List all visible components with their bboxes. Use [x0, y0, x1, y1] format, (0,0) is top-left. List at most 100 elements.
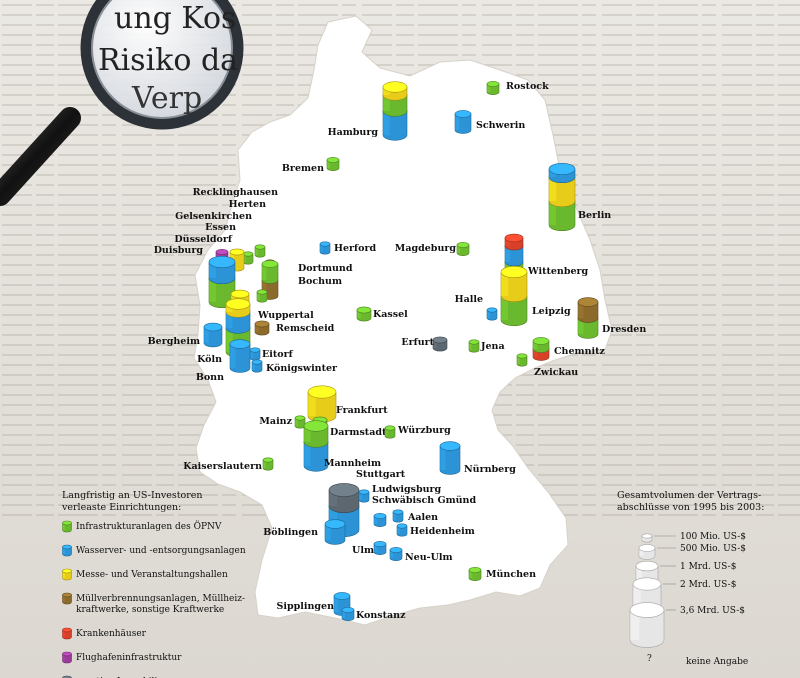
city-herford-segment-wasser: [319, 241, 331, 255]
city-label-herten: Herten: [229, 199, 266, 210]
city-böblingen-segment-wasser: [324, 519, 346, 545]
city-label-darmstadt: Darmstadt: [330, 427, 387, 438]
city-bremen-segment-oepnv: [326, 157, 340, 171]
city-remscheid: Remscheid: [254, 320, 335, 336]
city-label-frankfurt: Frankfurt: [336, 405, 388, 416]
city-mannheim: Mannheim: [303, 420, 381, 472]
legend-item-label: kraftwerke, sonstige Kraftwerke: [76, 605, 224, 615]
legend-swatch-icon: [62, 520, 72, 533]
city-label-zwickau: Zwickau: [534, 367, 578, 378]
city-recklinghausen-segment-oepnv: [254, 244, 266, 258]
volume-legend-item: 3,6 Mrd. US-$: [629, 602, 745, 648]
city-label-schwerin: Schwerin: [476, 120, 525, 131]
category-legend: Langfristig an US-Investoren verleaste E…: [61, 490, 246, 678]
city-aalen-segment-wasser: [392, 509, 404, 523]
city-magdeburg-segment-oepnv: [456, 242, 470, 256]
city-konstanz: Konstanz: [341, 607, 406, 621]
city-label-köln: Köln: [197, 354, 222, 365]
city-leipzig: Leipzig: [500, 265, 571, 327]
city-duisburg-segment-wasser: [208, 255, 236, 285]
city-zwickau-segment-oepnv: [516, 353, 528, 367]
city-konstanz-segment-wasser: [341, 607, 355, 621]
volume-legend-item: 100 Mio. US-$: [641, 532, 746, 543]
city-label-aalen: Aalen: [407, 512, 438, 523]
city-dresden-segment-muell: [577, 297, 599, 323]
city-hamburg-segment-messe: [382, 81, 408, 101]
city-markers: Rostock Hamburg Schwerin Bremen Berlin Reckli…: [148, 81, 647, 621]
city-bremen: Bremen: [282, 157, 340, 174]
city-label-chemnitz: Chemnitz: [554, 346, 605, 357]
city-köln-segment-messe: [225, 298, 251, 318]
volume-legend: Gesamtvolumen der Vertrags- abschlüsse v…: [617, 490, 764, 667]
city-dresden: Dresden: [577, 297, 646, 339]
city-bochum-segment-oepnv: [256, 289, 268, 303]
volume-legend-cylinder-icon: [629, 602, 665, 648]
city-würzburg: Würzburg: [384, 425, 451, 439]
city-bonn: Bonn: [196, 339, 251, 383]
city-label-dresden: Dresden: [602, 324, 646, 335]
city-kaiserslautern: Kaiserslautern: [183, 457, 274, 472]
city-label-erfurt: Erfurt: [401, 337, 434, 348]
city-bonn-segment-wasser: [229, 339, 251, 373]
legend-item-label: Wasserver- und -entsorgungsanlagen: [76, 546, 246, 556]
legend-item: Krankenhäuser: [62, 627, 147, 640]
legend-swatch-icon: [62, 568, 72, 581]
city-nürnberg: Nürnberg: [439, 441, 516, 475]
legend-swatch-icon: [62, 592, 72, 605]
magnifier-text-3: Verp: [131, 81, 202, 116]
city-hamburg: Hamburg: [328, 81, 408, 141]
city-heidenheim-segment-wasser: [396, 523, 408, 537]
city-münchen-segment-oepnv: [468, 567, 482, 581]
city-köln: Köln: [197, 298, 251, 365]
city-label-böblingen: Böblingen: [263, 527, 318, 538]
volume-legend-label: 2 Mrd. US-$: [680, 580, 736, 590]
magnifier-text-2: Risiko da: [98, 43, 238, 78]
city-label-ludwigsburg: Ludwigsburg: [372, 484, 442, 495]
city-label-wuppertal: Wuppertal: [257, 310, 314, 321]
volume-legend-title-line2: abschlüsse von 1995 bis 2003:: [617, 502, 764, 513]
city-nürnberg-segment-wasser: [439, 441, 461, 475]
city-label-hamburg: Hamburg: [328, 127, 379, 138]
city-label-konstanz: Konstanz: [356, 610, 406, 621]
city-label-mainz: Mainz: [259, 416, 292, 427]
city-ludwigsburg: Ludwigsburg: [358, 484, 442, 503]
city-erfurt-segment-sonstige: [432, 336, 448, 352]
city-remscheid-segment-muell: [254, 320, 270, 336]
city-label-stuttgart: Stuttgart: [356, 469, 406, 480]
city-label-eitorf: Eitorf: [262, 349, 294, 360]
city-label-königswinter: Königswinter: [266, 363, 338, 374]
city-label-bonn: Bonn: [196, 372, 224, 383]
city-label-heidenheim: Heidenheim: [410, 526, 475, 537]
city-schwäbisch-gmünd-segment-wasser: [373, 513, 387, 527]
city-stuttgart-segment-sonstige: [328, 483, 360, 513]
legend-item-label: Infrastrukturanlagen des ÖPNV: [76, 520, 222, 532]
city-berlin: Berlin: [548, 162, 611, 232]
city-label-leipzig: Leipzig: [532, 306, 571, 317]
city-label-kaiserslautern: Kaiserslautern: [183, 461, 262, 472]
city-label-duisburg: Duisburg: [154, 245, 204, 256]
city-mannheim-segment-oepnv: [303, 420, 329, 448]
volume-legend-label: 100 Mio. US-$: [680, 532, 746, 542]
city-magdeburg: Magdeburg: [395, 242, 470, 256]
city-label-recklinghausen: Recklinghausen: [193, 187, 278, 198]
legend-item: Flughafeninfrastruktur: [62, 651, 182, 664]
volume-legend-label: 500 Mio. US-$: [680, 544, 746, 554]
city-bergheim: Bergheim: [148, 322, 223, 348]
city-label-herford: Herford: [334, 243, 376, 254]
city-frankfurt-segment-messe: [307, 385, 337, 423]
city-label-bergheim: Bergheim: [148, 336, 200, 347]
legend-item: Wasserver- und -entsorgungsanlagen: [62, 544, 246, 557]
magnifier-text-1: ung Kos: [114, 1, 236, 36]
city-label-wittenberg: Wittenberg: [527, 266, 589, 277]
legend-item-label: Flughafeninfrastruktur: [76, 653, 182, 663]
city-label-bochum: Bochum: [298, 276, 342, 287]
city-label-essen: Essen: [205, 222, 236, 233]
legend-item: Müllverbrennungsanlagen, Müllheiz-kraftw…: [62, 592, 245, 615]
city-erfurt: Erfurt: [401, 336, 448, 352]
city-mainz: Mainz: [259, 415, 306, 429]
city-label-magdeburg: Magdeburg: [395, 243, 457, 254]
volume-legend-title-line1: Gesamtvolumen der Vertrags-: [617, 490, 761, 501]
legend-item: Messe- und Veranstaltungshallen: [62, 568, 228, 581]
legend-swatch-icon: [62, 627, 72, 640]
